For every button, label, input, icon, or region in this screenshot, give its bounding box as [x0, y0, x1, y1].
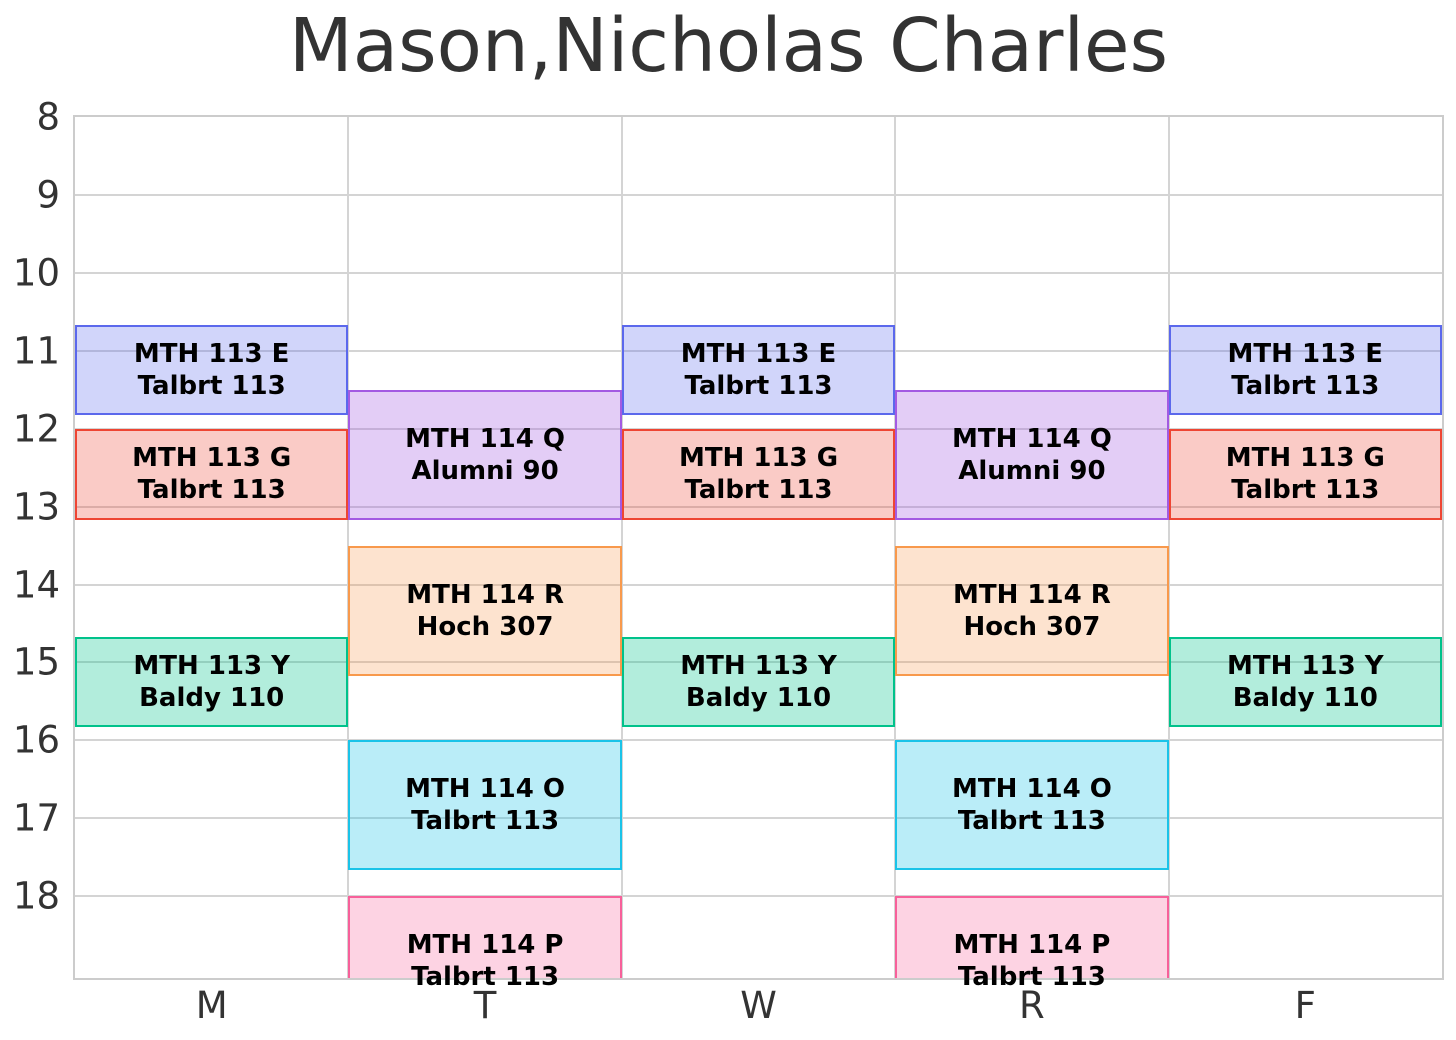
x-tick-F: F — [1294, 984, 1316, 1027]
event-block-mth-113-g-m — [75, 428, 349, 520]
gridline-hour-17 — [75, 817, 1442, 820]
x-tick-W: W — [740, 984, 777, 1027]
event-block-mth-114-r-r — [895, 545, 1169, 676]
y-tick-16: 16 — [12, 718, 60, 762]
gridline-hour-16 — [75, 739, 1442, 742]
y-tick-9: 9 — [36, 173, 60, 217]
gridline-hour-18 — [75, 895, 1442, 898]
event-block-mth-113-e-m — [75, 325, 349, 416]
y-tick-15: 15 — [12, 640, 60, 684]
plot-grid-layer — [73, 115, 1444, 980]
event-block-mth-114-p-r — [895, 896, 1169, 978]
event-block-mth-113-y-w — [621, 636, 896, 728]
x-tick-R: R — [1019, 984, 1045, 1027]
gridline-day-boundary-2 — [620, 117, 623, 978]
x-tick-M: M — [195, 984, 228, 1027]
gridline-hour-13 — [75, 505, 1442, 508]
event-block-mth-114-q-t — [348, 389, 622, 520]
y-tick-12: 12 — [12, 407, 60, 451]
y-tick-8: 8 — [36, 95, 60, 139]
y-axis-tick-labels: 8 9 10 11 12 13 14 15 16 17 18 — [0, 96, 60, 978]
y-tick-17: 17 — [12, 796, 60, 840]
y-tick-11: 11 — [12, 329, 60, 373]
x-tick-T: T — [473, 984, 497, 1027]
gridline-hour-9 — [75, 193, 1442, 196]
event-block-mth-113-y-m — [75, 636, 349, 728]
gridline-hour-11 — [75, 349, 1442, 352]
page-title: Mason,Nicholas Charles — [288, 3, 1169, 89]
y-tick-10: 10 — [12, 251, 60, 295]
event-block-mth-113-e-w — [621, 325, 896, 416]
event-block-mth-114-r-t — [348, 545, 622, 676]
plot-area: MTH 113 E Talbrt 113 MTH 113 E Talbrt 113 MT… — [73, 115, 1444, 992]
y-tick-13: 13 — [12, 485, 60, 529]
event-block-mth-114-o-t — [348, 740, 622, 871]
event-block-mth-114-o-r — [895, 740, 1169, 871]
gridline-day-boundary-4 — [1167, 117, 1170, 978]
gridline-hour-15 — [75, 661, 1442, 664]
event-block-mth-114-q-r — [895, 389, 1169, 520]
event-block-mth-113-e-f — [1168, 325, 1442, 416]
y-tick-18: 18 — [12, 874, 60, 918]
gridline-hour-10 — [75, 271, 1442, 274]
y-tick-14: 14 — [12, 563, 60, 606]
gridline-hour-14 — [75, 583, 1442, 586]
event-block-mth-113-y-f — [1168, 636, 1442, 728]
event-block-mth-113-g-w — [621, 428, 896, 520]
event-block-mth-113-g-f — [1168, 428, 1442, 520]
event-block-mth-114-p-t — [348, 896, 622, 978]
